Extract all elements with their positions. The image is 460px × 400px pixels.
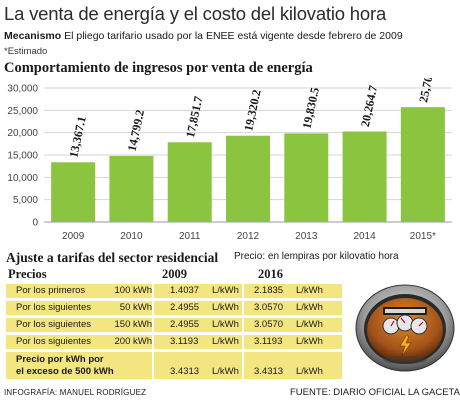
y-tick-label: 25,000 — [7, 106, 38, 117]
row-kwh: 100 kWh — [114, 285, 153, 296]
tariffs-subtitle: Precio: en lempiras por kilovatio hora — [234, 251, 399, 262]
row-unit-2009: L/kWh — [212, 336, 239, 347]
header-2009: 2009 — [162, 267, 187, 281]
headline: La venta de energía y el costo del kilov… — [4, 3, 387, 24]
row-kwh: 150 kWh — [114, 319, 153, 330]
row-label: Por los siguientes — [16, 336, 91, 347]
row-value-2016: 3.1193 — [254, 336, 283, 347]
revenue-bar-chart: 0 5,000 10,000 15,000 20,000 25,000 30,000 13,3… — [7, 78, 452, 242]
y-tick-label: 5,000 — [13, 195, 38, 206]
x-tick-label: 2012 — [237, 231, 260, 242]
row-label: Por los primeros — [16, 285, 86, 296]
mechanism-label: Mecanismo — [4, 30, 62, 42]
footer-credit: INFOGRAFÍA: MANUEL RODRÍGUEZ — [4, 388, 147, 397]
row-value-2016: 3.0570 — [254, 302, 284, 313]
x-tick-label: 2015* — [410, 231, 436, 242]
row-value-2016: 2.1835 — [254, 285, 284, 296]
row-unit-2016: L/kWh — [296, 302, 323, 313]
mechanism-text: El pliego tarifario usado por la ENEE es… — [64, 30, 403, 42]
table-row: Por los siguientes 50 kWh 2.4955 L/kWh 3… — [6, 301, 342, 315]
row-unit-2016: L/kWh — [296, 285, 323, 296]
y-tick-label: 0 — [32, 218, 38, 229]
bar — [109, 155, 154, 222]
row-value-2016: 3.0570 — [254, 319, 284, 330]
electric-meter-icon — [355, 284, 455, 372]
row-unit-2009: L/kWh — [212, 302, 239, 313]
bar — [167, 142, 212, 222]
header-prices: Precios — [8, 267, 47, 281]
row-unit-2009: L/kWh — [212, 319, 239, 330]
row-unit-2009: L/kWh — [212, 285, 239, 296]
row-kwh: 200 kWh — [114, 336, 153, 347]
y-tick-label: 30,000 — [7, 84, 38, 95]
row-unit-2016: L/kWh — [296, 336, 323, 347]
mechanism-line: Mecanismo El pliego tarifario usado por … — [4, 30, 403, 42]
row-unit-2016: L/kWh — [296, 319, 323, 330]
bar-value-label: 19,830.5 — [300, 86, 322, 130]
bar-value-label: 20,264.7 — [358, 84, 380, 128]
bar — [51, 162, 96, 222]
row-unit-2016: L/kWh — [296, 366, 323, 377]
row-value-2016: 3.4313 — [254, 366, 284, 377]
excess-label-line1: Precio por kWh por — [16, 354, 104, 365]
bar — [284, 133, 329, 222]
footer-source: FUENTE: DIARIO OFICIAL LA GACETA — [290, 387, 460, 398]
row-value-2009: 3.4313 — [170, 366, 200, 377]
bar — [342, 131, 387, 222]
estimate-note: *Estimado — [4, 46, 48, 57]
column-divider — [152, 284, 154, 379]
row-label: Por los siguientes — [16, 319, 91, 330]
table-row-excess: Precio por kWh por el exceso de 500 kWh … — [6, 352, 342, 379]
row-unit-2009: L/kWh — [212, 366, 239, 377]
excess-label-line2: el exceso de 500 kWh — [16, 366, 114, 377]
tariffs-title: Ajuste a tarifas del sector residencial — [6, 250, 219, 265]
table-row: Por los siguientes 200 kWh 3.1193 L/kWh … — [6, 335, 342, 349]
y-tick-label: 15,000 — [7, 151, 38, 162]
column-divider — [242, 284, 244, 379]
row-value-2009: 2.4955 — [170, 302, 200, 313]
header-2016: 2016 — [258, 267, 283, 281]
table-row: Por los siguientes 150 kWh 2.4955 L/kWh … — [6, 318, 342, 332]
x-tick-label: 2009 — [62, 231, 85, 242]
row-kwh: 50 kWh — [119, 302, 152, 313]
x-tick-label: 2013 — [295, 231, 318, 242]
table-row: Por los primeros 100 kWh 1.4037 L/kWh 2.… — [6, 284, 342, 298]
bar — [226, 135, 270, 222]
x-tick-label: 2011 — [179, 231, 201, 242]
bar-value-label: 13,367.1 — [66, 115, 88, 159]
chart-title: Comportamiento de ingresos por venta de … — [4, 60, 313, 76]
bar-value-label: 14,799.2 — [125, 109, 147, 153]
row-label: Por los siguientes — [16, 302, 91, 313]
row-value-2009: 1.4037 — [170, 285, 200, 296]
bar — [400, 107, 445, 222]
x-tick-label: 2010 — [120, 231, 143, 242]
bar-value-label: 25,709.1 — [416, 78, 438, 104]
row-value-2009: 2.4955 — [170, 319, 200, 330]
y-tick-label: 20,000 — [7, 128, 38, 139]
x-tick-label: 2014 — [353, 231, 376, 242]
y-tick-label: 10,000 — [7, 173, 38, 184]
row-value-2009: 3.1193 — [170, 336, 199, 347]
